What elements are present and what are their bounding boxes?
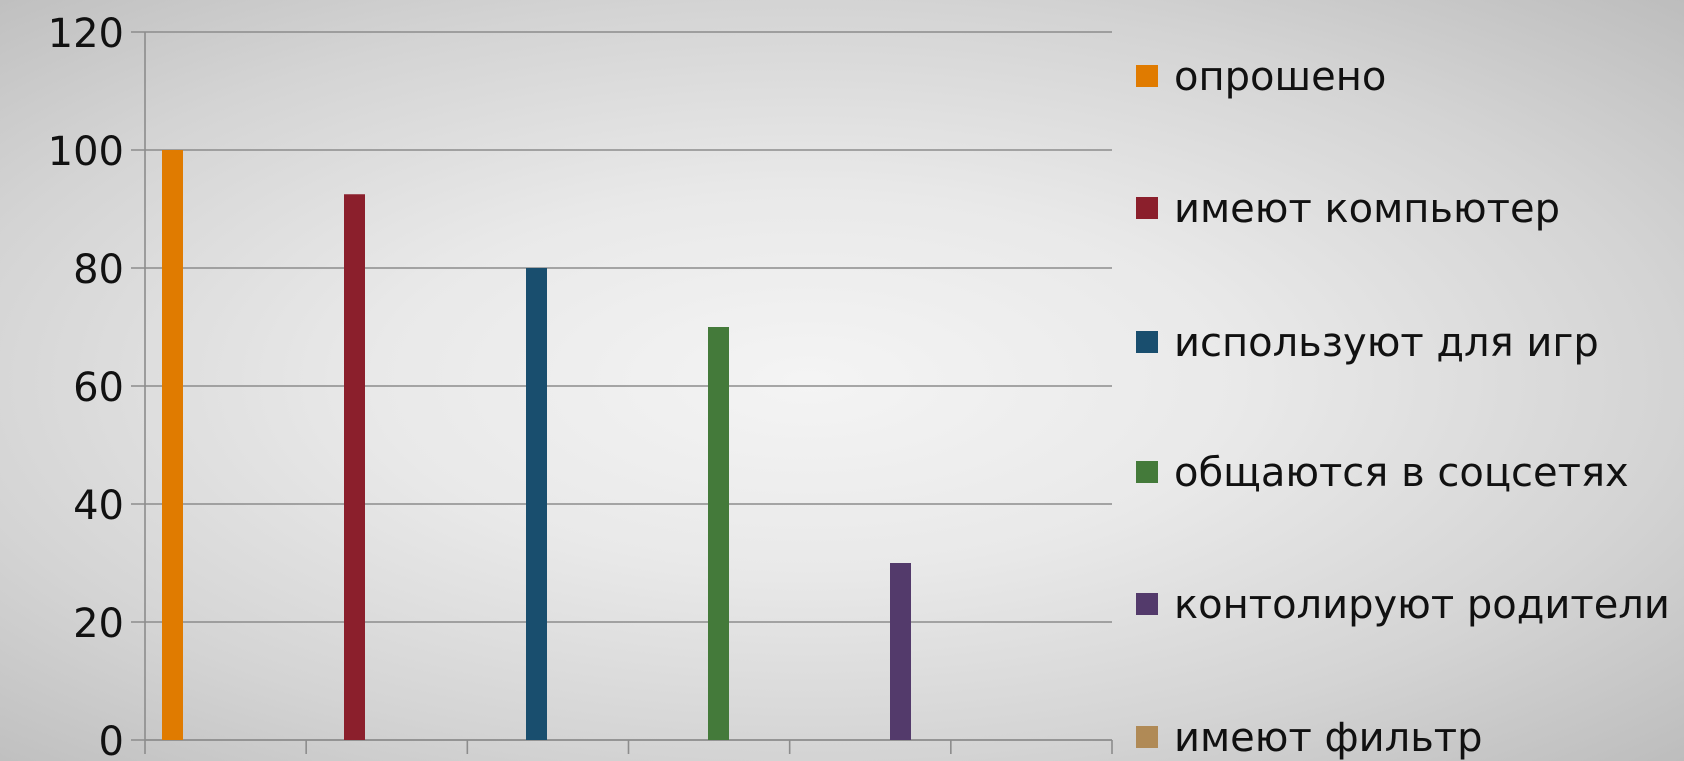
legend-label: имеют компьютер <box>1174 186 1560 232</box>
bars <box>162 150 911 740</box>
legend-label: контолируют родители <box>1174 582 1670 628</box>
legend-swatch <box>1136 726 1158 748</box>
y-tick-label: 80 <box>73 247 124 293</box>
gridlines <box>131 32 1112 740</box>
y-tick-label: 40 <box>73 483 124 529</box>
legend: опрошено имеют компьютер используют для иг… <box>1136 54 1670 761</box>
legend-swatch <box>1136 197 1158 219</box>
legend-label: опрошено <box>1174 54 1386 100</box>
legend-swatch <box>1136 593 1158 615</box>
legend-label: используют для игр <box>1174 320 1599 366</box>
bar-4 <box>708 327 729 740</box>
y-tick-label: 0 <box>99 719 124 761</box>
bar-5 <box>890 563 911 740</box>
bar-3 <box>526 268 547 740</box>
legend-swatch <box>1136 461 1158 483</box>
y-tick-label: 100 <box>48 129 124 175</box>
legend-swatch <box>1136 65 1158 87</box>
legend-swatch <box>1136 331 1158 353</box>
y-tick-label: 120 <box>48 11 124 57</box>
y-tick-label: 20 <box>73 601 124 647</box>
y-axis: 0 20 40 60 80 100 120 <box>48 11 145 761</box>
x-axis <box>145 740 1112 754</box>
legend-label: имеют фильтр <box>1174 715 1483 761</box>
legend-label: общаются в соцсетях <box>1174 450 1629 496</box>
y-tick-label: 60 <box>73 365 124 411</box>
bar-2 <box>344 194 365 740</box>
bar-1 <box>162 150 183 740</box>
